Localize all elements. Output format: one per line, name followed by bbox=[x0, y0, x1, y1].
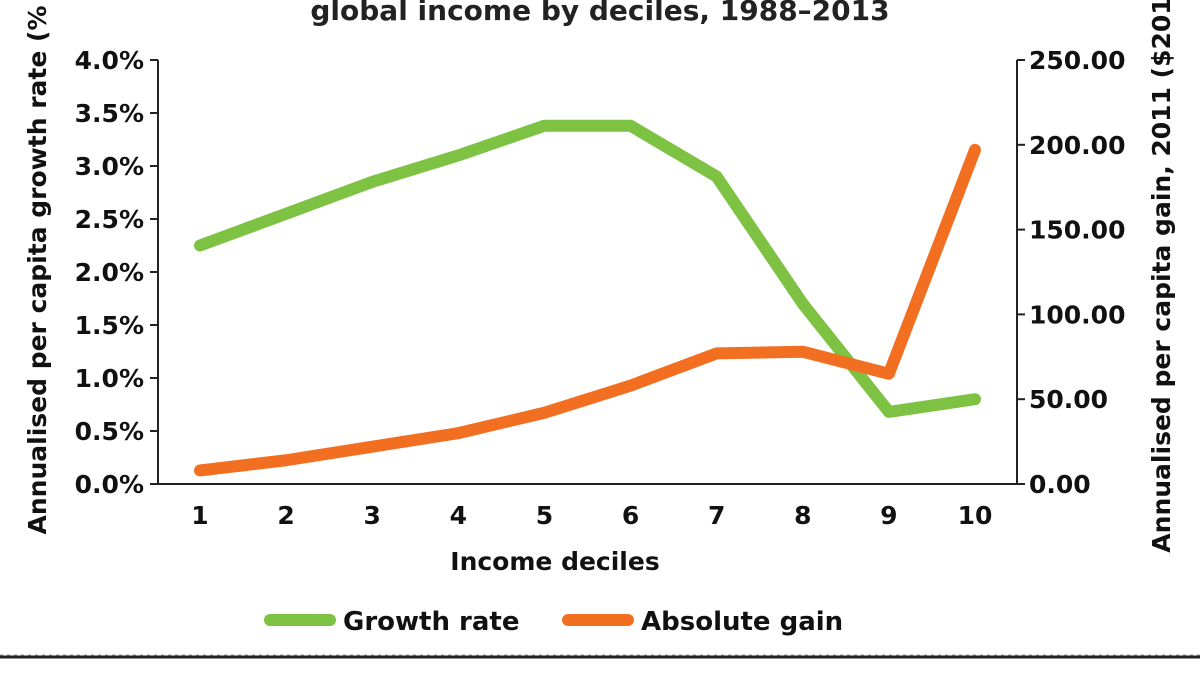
x-tick-label: 2 bbox=[277, 501, 294, 530]
left-tick-label: 0.0% bbox=[75, 470, 144, 499]
legend-label-growth-rate: Growth rate bbox=[343, 607, 519, 637]
legend: Growth rate Absolute gain bbox=[264, 607, 843, 637]
x-tick-label: 6 bbox=[622, 501, 639, 530]
x-tick-label: 9 bbox=[880, 501, 897, 530]
left-tick-label: 2.0% bbox=[75, 258, 144, 287]
x-tick-label: 8 bbox=[794, 501, 811, 530]
x-tick-label: 10 bbox=[958, 501, 993, 530]
left-tick-label: 2.5% bbox=[75, 205, 144, 234]
left-tick-label: 3.5% bbox=[75, 99, 144, 128]
right-axis-ticks: 0.00 50.00 100.00 150.00 200.00 250.00 bbox=[1017, 46, 1125, 499]
legend-label-absolute-gain: Absolute gain bbox=[641, 607, 843, 637]
right-tick-label: 0.00 bbox=[1029, 470, 1091, 499]
right-tick-label: 150.00 bbox=[1029, 216, 1125, 245]
x-tick-label: 4 bbox=[450, 501, 467, 530]
left-tick-label: 4.0% bbox=[75, 46, 144, 75]
x-tick-label: 7 bbox=[708, 501, 725, 530]
series-line-absolute-gain bbox=[194, 143, 981, 477]
left-axis-ticks: 0.0% 0.5% 1.0% 1.5% 2.0% 2.5% 3.0% 3.5% 4.0% bbox=[75, 46, 158, 499]
chart-frame bbox=[0, 655, 1200, 659]
x-axis-ticks: 1 2 3 4 5 6 7 8 9 10 bbox=[191, 501, 992, 530]
right-tick-label: 100.00 bbox=[1029, 300, 1125, 329]
left-tick-label: 1.0% bbox=[75, 364, 144, 393]
right-tick-label: 200.00 bbox=[1029, 131, 1125, 160]
right-tick-label: 250.00 bbox=[1029, 46, 1125, 75]
left-tick-label: 1.5% bbox=[75, 311, 144, 340]
x-tick-label: 1 bbox=[191, 501, 208, 530]
left-tick-label: 3.0% bbox=[75, 152, 144, 181]
left-tick-label: 0.5% bbox=[75, 417, 144, 446]
x-tick-label: 3 bbox=[364, 501, 381, 530]
left-axis-label: Annualised per capita growth rate (% bbox=[23, 6, 52, 535]
x-tick-label: 5 bbox=[536, 501, 553, 530]
right-axis-label: Annualised per capita gain, 2011 ($201 bbox=[1147, 0, 1176, 553]
series-layer bbox=[194, 119, 981, 477]
chart-title: global income by deciles, 1988–2013 bbox=[310, 0, 889, 27]
right-tick-label: 50.00 bbox=[1029, 385, 1108, 414]
x-axis-label: Income deciles bbox=[450, 547, 659, 576]
